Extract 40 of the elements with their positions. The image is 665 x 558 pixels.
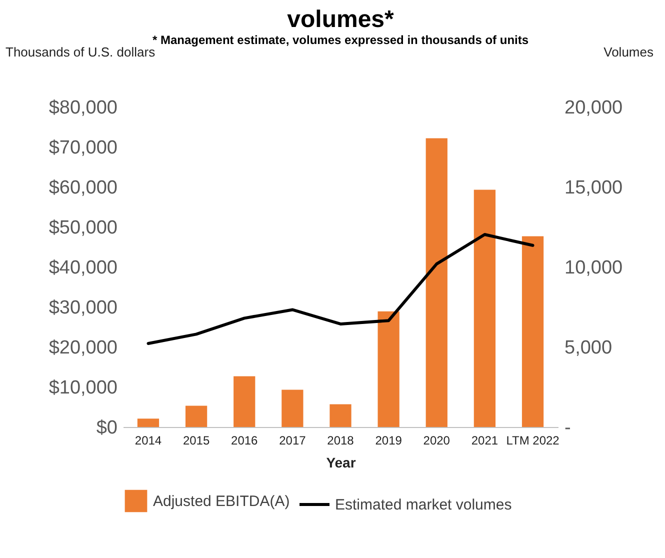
x-tick-label: 2014 xyxy=(134,434,162,448)
x-tick-label: 2016 xyxy=(231,434,258,448)
chart-subtitle: * Management estimate, volumes expressed in thousands of units xyxy=(152,33,529,47)
bar xyxy=(426,138,448,427)
legend-label: Adjusted EBITDA(A) xyxy=(153,493,290,510)
y2-axis-title: Volumes xyxy=(604,44,654,60)
y-tick-label: $0 xyxy=(96,418,118,438)
x-tick-label: LTM 2022 xyxy=(506,434,560,448)
x-axis-title: Year xyxy=(326,454,356,470)
bar xyxy=(282,390,304,427)
x-tick-label: 2019 xyxy=(375,434,402,448)
y-tick-label: $70,000 xyxy=(48,138,118,158)
y2-tick-label: 10,000 xyxy=(564,258,623,278)
x-tick-label: 2018 xyxy=(327,434,354,448)
x-tick-label: 2020 xyxy=(423,434,450,448)
x-tick-label: 2015 xyxy=(182,434,210,448)
x-tick-label: 2017 xyxy=(279,434,306,448)
y2-tick-label: 5,000 xyxy=(564,338,612,358)
x-tick-label: 2021 xyxy=(471,434,498,448)
bar xyxy=(185,406,208,427)
y-axis-title: Thousands of U.S. dollars xyxy=(6,44,156,60)
bar xyxy=(137,418,160,427)
y2-tick-label: 15,000 xyxy=(564,178,623,198)
y-tick-label: $40,000 xyxy=(48,258,118,278)
y-tick-label: $10,000 xyxy=(48,378,118,398)
bar xyxy=(474,190,496,427)
bar xyxy=(522,236,544,427)
y-tick-label: $60,000 xyxy=(48,178,118,198)
bar xyxy=(330,404,352,427)
y-tick-label: $50,000 xyxy=(48,218,118,238)
y-tick-label: $80,000 xyxy=(48,98,118,118)
legend-label: Estimated market volumes xyxy=(335,496,512,514)
y2-tick-label: - xyxy=(564,418,571,438)
chart-title: volumes* xyxy=(287,6,395,33)
bar xyxy=(378,311,400,427)
y-tick-label: $30,000 xyxy=(48,298,118,318)
y2-tick-label: 20,000 xyxy=(564,98,623,118)
bar xyxy=(234,376,256,427)
y-tick-label: $20,000 xyxy=(48,338,118,358)
line-series xyxy=(146,233,534,345)
